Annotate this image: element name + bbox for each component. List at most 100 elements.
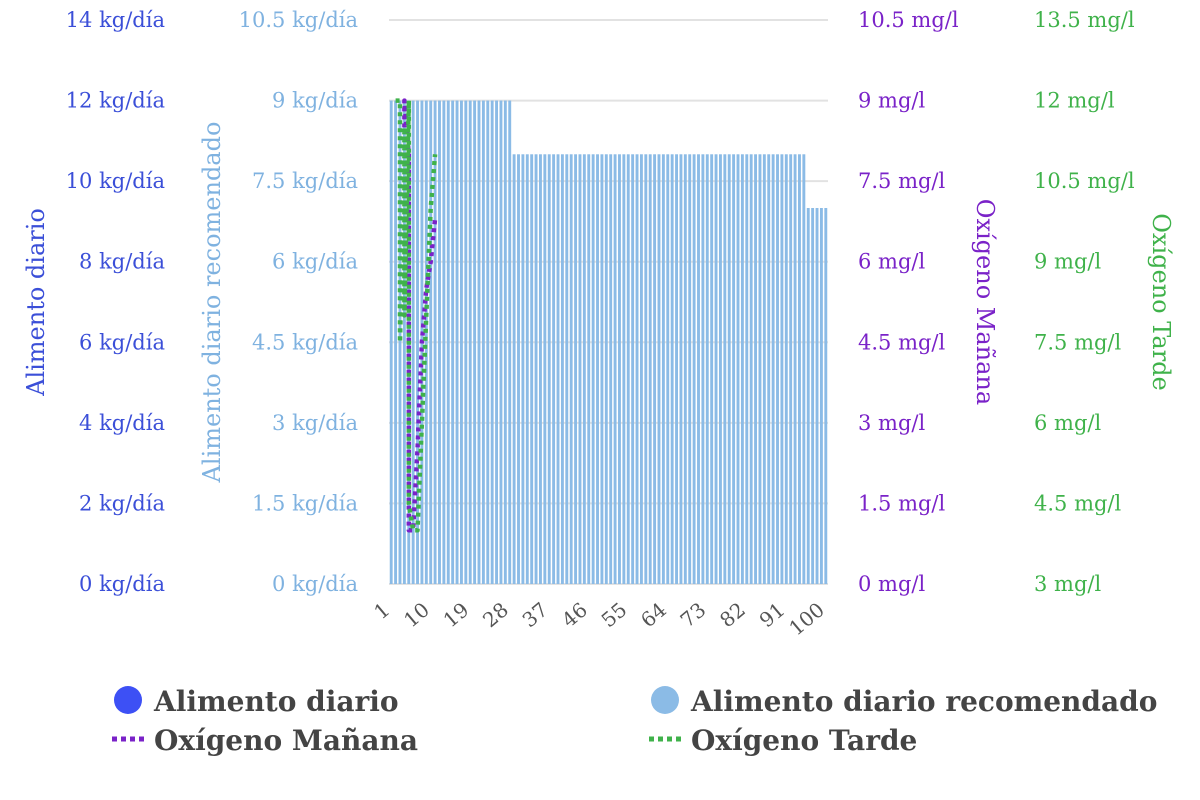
bar-alimento-diario-recomendado — [446, 100, 450, 585]
bar-alimento-diario-recomendado — [587, 154, 591, 585]
tick-label-y4: 3 mg/l — [1034, 572, 1101, 596]
bar-alimento-diario-recomendado — [596, 154, 599, 585]
bar-alimento-diario-recomendado — [560, 154, 564, 585]
tick-label-y1: 8 kg/día — [79, 250, 165, 274]
legend-label-alimento-diario: Alimento diario — [153, 685, 399, 718]
bar-alimento-diario-recomendado — [442, 100, 446, 585]
x-tick-label: 100 — [784, 597, 829, 640]
legend-label-oxigeno-tarde: Oxígeno Tarde — [691, 724, 917, 757]
bar-alimento-diario-recomendado — [776, 154, 779, 585]
x-tick-label: 73 — [676, 597, 711, 632]
bar-alimento-diario-recomendado — [815, 208, 819, 584]
bar-alimento-diario-recomendado — [701, 154, 705, 585]
bar-alimento-diario-recomendado — [644, 154, 648, 585]
bar-alimento-diario-recomendado — [582, 154, 586, 585]
bar-alimento-diario-recomendado — [530, 154, 534, 585]
bar-alimento-diario-recomendado — [736, 154, 740, 585]
bar-alimento-diario-recomendado — [631, 154, 635, 585]
tick-label-y2: 6 kg/día — [272, 250, 358, 274]
bar-alimento-diario-recomendado — [508, 100, 512, 585]
tick-label-y2: 10.5 kg/día — [239, 8, 358, 32]
bar-alimento-diario-recomendado — [683, 154, 687, 585]
bar-alimento-diario-recomendado — [455, 100, 459, 585]
bar-alimento-diario-recomendado — [468, 100, 472, 585]
bar-alimento-diario-recomendado — [604, 154, 608, 585]
bar-alimento-diario-recomendado — [727, 154, 731, 585]
bar-alimento-diario-recomendado — [705, 154, 709, 585]
bar-alimento-diario-recomendado — [459, 100, 463, 585]
tick-label-y3: 3 mg/l — [858, 411, 925, 435]
bar-alimento-diario-recomendado — [639, 154, 643, 585]
bar-alimento-diario-recomendado — [806, 208, 810, 584]
axis-title-oxigeno-manana: Oxígeno Mañana — [971, 199, 999, 405]
bar-alimento-diario-recomendado — [789, 154, 793, 585]
bar-alimento-diario-recomendado — [802, 154, 806, 585]
bar-alimento-diario-recomendado — [697, 154, 700, 585]
bar-alimento-diario-recomendado — [653, 154, 657, 585]
legend-marker-alimento-diario — [114, 686, 142, 714]
bar-alimento-diario-recomendado — [547, 154, 551, 585]
tick-label-y1: 4 kg/día — [79, 411, 165, 435]
legend-marker-alimento-diario-recomendado — [651, 686, 679, 714]
bar-alimento-diario-recomendado — [429, 100, 433, 585]
x-tick-label: 64 — [636, 597, 671, 632]
bar-alimento-diario-recomendado — [780, 154, 784, 585]
bar-alimento-diario-recomendado — [473, 100, 477, 585]
bar-alimento-diario-recomendado — [758, 154, 762, 585]
bar-alimento-diario-recomendado — [481, 100, 485, 585]
bar-alimento-diario-recomendado — [670, 154, 674, 585]
bar-alimento-diario-recomendado — [622, 154, 626, 585]
tick-label-y4: 9 mg/l — [1034, 250, 1101, 274]
bar-alimento-diario-recomendado — [464, 100, 468, 585]
bar-alimento-diario-recomendado — [503, 100, 507, 585]
bar-alimento-diario-recomendado — [618, 154, 621, 585]
tick-label-y4: 6 mg/l — [1034, 411, 1101, 435]
bar-alimento-diario-recomendado — [543, 154, 547, 585]
x-tick-label: 91 — [755, 597, 790, 632]
bar-alimento-diario-recomendado — [679, 154, 683, 585]
bar-alimento-diario-recomendado — [565, 154, 569, 585]
bar-alimento-diario-recomendado — [499, 100, 503, 585]
tick-label-y4: 7.5 mg/l — [1034, 330, 1122, 354]
bar-alimento-diario-recomendado — [675, 154, 678, 585]
tick-label-y1: 10 kg/día — [66, 169, 165, 193]
bar-alimento-diario-recomendado — [723, 154, 727, 585]
axis-title-alimento-diario-recomendado: Alimento diario recomendado — [198, 122, 226, 484]
tick-label-y2: 7.5 kg/día — [252, 169, 358, 193]
bar-alimento-diario-recomendado — [521, 154, 525, 585]
bar-alimento-diario-recomendado — [688, 154, 692, 585]
bar-alimento-diario-recomendado — [394, 100, 398, 585]
bar-alimento-diario-recomendado — [600, 154, 604, 585]
tick-label-y3: 4.5 mg/l — [858, 330, 946, 354]
tick-label-y4: 4.5 mg/l — [1034, 491, 1122, 515]
x-tick-label: 46 — [557, 597, 592, 632]
bar-alimento-diario-recomendado — [438, 100, 441, 585]
legend-label-oxigeno-manana: Oxígeno Mañana — [154, 724, 418, 757]
x-tick-label: 19 — [439, 597, 474, 632]
axis-title-oxigeno-tarde: Oxígeno Tarde — [1147, 213, 1175, 390]
tick-label-y3: 10.5 mg/l — [858, 8, 959, 32]
bar-alimento-diario-recomendado — [732, 154, 736, 585]
bar-alimento-diario-recomendado — [819, 208, 823, 584]
tick-label-y2: 0 kg/día — [272, 572, 358, 596]
bar-alimento-diario-recomendado — [398, 100, 402, 585]
bar-alimento-diario-recomendado — [578, 154, 582, 585]
bar-alimento-diario-recomendado — [648, 154, 652, 585]
bar-alimento-diario-recomendado — [657, 154, 661, 585]
bar-alimento-diario-recomendado — [591, 154, 595, 585]
bar-alimento-diario-recomendado — [517, 154, 520, 585]
bar-alimento-diario-recomendado — [424, 100, 428, 585]
tick-label-y1: 0 kg/día — [79, 572, 165, 596]
bar-alimento-diario-recomendado — [740, 154, 744, 585]
tick-label-y2: 3 kg/día — [272, 411, 358, 435]
bar-alimento-diario-recomendado — [609, 154, 613, 585]
x-tick-label: 37 — [518, 597, 553, 632]
bar-alimento-diario-recomendado — [762, 154, 766, 585]
bar-alimento-diario-recomendado — [490, 100, 494, 585]
tick-label-y4: 10.5 mg/l — [1034, 169, 1135, 193]
legend: Alimento diario Alimento diario recomenda… — [112, 685, 1157, 757]
tick-label-y3: 0 mg/l — [858, 572, 925, 596]
bar-alimento-diario-recomendado — [495, 100, 499, 585]
tick-label-y4: 13.5 mg/l — [1034, 8, 1135, 32]
bar-alimento-diario-recomendado — [569, 154, 573, 585]
